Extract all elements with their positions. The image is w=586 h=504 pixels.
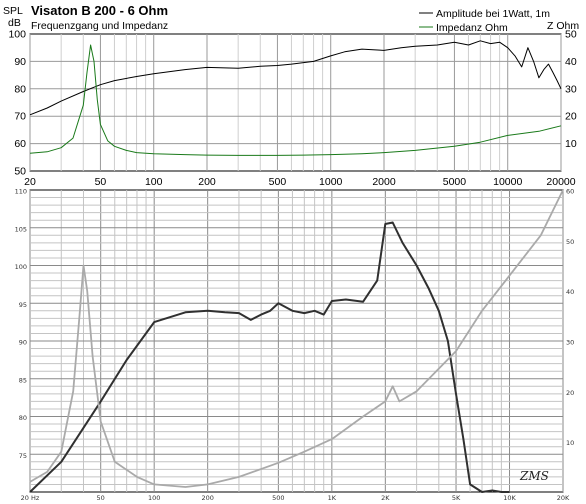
y-tick-label: 75 <box>19 452 27 460</box>
y2-tick-label: 30 <box>566 339 574 347</box>
bottom-signature: ZMS <box>519 469 549 483</box>
x-tick-label: 100 <box>145 176 163 188</box>
x-tick-label: 500 <box>269 176 287 188</box>
x-tick-label: 500 <box>272 494 284 502</box>
bottom-series <box>29 189 564 493</box>
y2-tick-label: 10 <box>565 138 577 150</box>
x-tick-label: 200 <box>198 176 216 188</box>
x-tick-label: 1K <box>328 494 337 502</box>
bottom-grid <box>29 190 564 492</box>
series-line-1 <box>29 221 510 493</box>
y2-tick-label: 20 <box>566 389 574 397</box>
top-plot-area <box>29 33 562 172</box>
top-y-left-label-1: SPL <box>3 5 23 17</box>
top-ticks: 20 50 100 200 500 1000 2000 5000 10000 2000050607… <box>8 29 576 189</box>
x-tick-label: 20 Hz <box>21 494 40 502</box>
y-tick-label: 105 <box>15 225 27 233</box>
x-tick-label: 20K <box>557 494 570 502</box>
y-tick-label: 70 <box>14 111 26 123</box>
x-tick-label: 2000 <box>372 176 396 188</box>
y-tick-label: 80 <box>19 414 27 422</box>
top-chart-subtitle: Frequenzgang und Impedanz <box>31 20 168 32</box>
top-y-right-label: Z Ohm <box>547 20 579 32</box>
y2-tick-label: 40 <box>566 288 574 296</box>
x-tick-label: 1000 <box>319 176 343 188</box>
x-tick-label: 200 <box>201 494 213 502</box>
y-tick-label: 110 <box>15 188 27 196</box>
y2-tick-label: 30 <box>565 83 577 95</box>
x-tick-label: 5000 <box>443 176 467 188</box>
bottom-ticks: 20 Hz 50 100 200 500 1K 2K 5K 10K 20K 75 80 85 90 95 10… <box>15 188 575 503</box>
top-chart: SPL dB Visaton B 200 - 6 Ohm Frequenzgan… <box>3 3 579 188</box>
y-tick-label: 90 <box>14 56 26 68</box>
x-tick-label: 20000 <box>546 176 575 188</box>
y2-tick-label: 60 <box>566 188 574 196</box>
x-tick-label: 2K <box>381 494 390 502</box>
x-tick-label: 10K <box>503 494 516 502</box>
y2-tick-label: 50 <box>566 238 574 246</box>
x-tick-label: 100 <box>148 494 160 502</box>
y2-tick-label: 20 <box>565 111 577 123</box>
x-tick-label: 10000 <box>493 176 522 188</box>
y-tick-label: 60 <box>14 138 26 150</box>
y-tick-label: 100 <box>8 29 26 41</box>
y-tick-label: 80 <box>14 83 26 95</box>
series-line-2 <box>29 189 564 488</box>
y2-tick-label: 40 <box>565 56 577 68</box>
y2-tick-label: 10 <box>566 439 574 447</box>
top-y-left-label-2: dB <box>8 17 21 29</box>
y-tick-label: 95 <box>19 301 27 309</box>
y-tick-label: 100 <box>15 263 27 271</box>
y-tick-label: 90 <box>19 339 27 347</box>
bottom-chart: 20 Hz 50 100 200 500 1K 2K 5K 10K 20K 75 80 85 90 95 10… <box>15 188 575 503</box>
series-line-1 <box>29 40 562 116</box>
x-tick-label: 20 <box>24 176 36 188</box>
y2-tick-label: 50 <box>565 29 577 41</box>
legend-label-impedance: Impedanz Ohm <box>436 22 508 34</box>
top-chart-title: Visaton B 200 - 6 Ohm <box>31 3 168 18</box>
legend-label-amplitude: Amplitude bei 1Watt, 1m <box>436 8 550 20</box>
x-tick-label: 50 <box>95 176 107 188</box>
y-tick-label: 85 <box>19 376 27 384</box>
x-tick-label: 50 <box>97 494 105 502</box>
y-tick-label: 50 <box>14 166 26 178</box>
x-tick-label: 5K <box>452 494 461 502</box>
series-line-2 <box>29 44 562 156</box>
top-series <box>29 40 562 156</box>
